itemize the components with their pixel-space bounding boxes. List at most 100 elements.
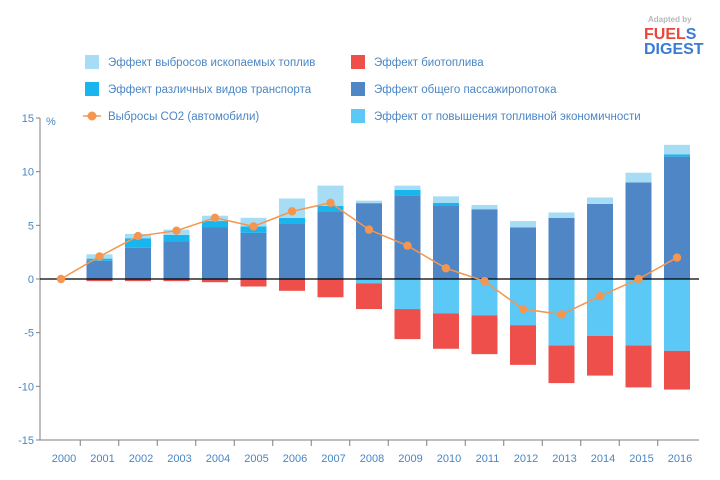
y-tick-label: 5 <box>28 220 34 232</box>
legend-swatch <box>85 82 99 96</box>
x-tick-label: 2001 <box>90 453 114 465</box>
x-tick-label: 2006 <box>283 453 307 465</box>
bar-biofuel <box>202 279 228 283</box>
bar-biofuel <box>625 345 652 388</box>
x-tick-label: 2014 <box>591 453 615 465</box>
co2-point <box>326 198 335 207</box>
bar-passenger <box>240 232 267 279</box>
x-tick-label: 2007 <box>321 453 345 465</box>
bar-transport <box>202 221 228 228</box>
co2-point <box>557 310 566 319</box>
bar-biofuel <box>548 345 575 384</box>
bar-transport <box>317 206 344 212</box>
co2-line-group <box>56 198 682 319</box>
x-tick-label: 2009 <box>398 453 422 465</box>
bar-biofuel <box>317 279 344 298</box>
bar-passenger <box>356 203 382 279</box>
co2-point <box>287 207 297 216</box>
co2-point <box>172 226 181 235</box>
chart-axes: 15 10 5 0 -5 -10 -15% 2000 2001 2002 2003 2004 2005 2… <box>18 113 699 465</box>
bar-transport <box>356 202 382 204</box>
legend-swatch <box>351 55 365 69</box>
x-tick-label: 2016 <box>668 453 692 465</box>
co2-point <box>56 274 66 284</box>
bar-transport <box>279 217 305 224</box>
legend-label: Эффект выбросов ископаемых топлив <box>108 57 315 69</box>
bar-biofuel <box>279 279 305 291</box>
bar-transport <box>125 238 151 248</box>
bar-passenger <box>625 182 652 279</box>
y-tick-label: 15 <box>22 113 34 125</box>
legend-swatch <box>85 55 99 69</box>
logo-fuels-text: FUELS <box>644 26 697 43</box>
bar-biofuel <box>471 315 498 355</box>
x-tick-label: 2005 <box>244 453 268 465</box>
logo-s-part: S <box>686 26 697 43</box>
legend-label: Эффект различных видов транспорта <box>108 84 312 96</box>
bar-passenger <box>394 195 421 279</box>
legend-label: Эффект биотоплива <box>374 57 484 69</box>
x-tick-label: 2002 <box>129 453 153 465</box>
y-tick-label: -15 <box>18 435 34 447</box>
bar-passenger <box>125 247 151 279</box>
co2-point <box>672 253 682 262</box>
x-tick-label: 2011 <box>476 453 500 465</box>
bar-efficiency <box>433 279 459 314</box>
co2-point <box>634 274 643 284</box>
bar-efficiency <box>356 279 382 284</box>
legend-swatch <box>351 109 365 123</box>
co2-point <box>518 304 528 314</box>
bar-passenger <box>587 203 613 279</box>
bar-transport <box>664 154 690 157</box>
legend-label: Выбросы CO2 (автомобили) <box>108 111 259 123</box>
bar-fossil <box>471 204 498 210</box>
x-tick-label: 2012 <box>514 453 538 465</box>
co2-point <box>403 241 412 250</box>
bar-passenger <box>202 227 228 279</box>
bar-biofuel <box>240 279 267 287</box>
bar-biofuel <box>510 325 536 365</box>
bar-efficiency <box>625 279 652 346</box>
bar-passenger <box>279 223 305 279</box>
bar-biofuel <box>86 279 113 282</box>
co2-point <box>249 222 258 231</box>
bar-fossil <box>548 212 575 218</box>
bar-biofuel <box>587 335 613 376</box>
x-tick-label: 2008 <box>360 453 384 465</box>
bar-biofuel <box>163 279 190 282</box>
x-tick-label: 2003 <box>167 453 191 465</box>
co2-point <box>441 264 451 273</box>
bar-fossil <box>317 185 344 207</box>
x-tick-label: 2004 <box>206 453 230 465</box>
bar-transport <box>163 234 190 242</box>
co2-point <box>95 252 104 261</box>
bar-fossil <box>625 172 652 183</box>
fuels-digest-logo: Adapted by FUELS DIGEST <box>644 15 704 58</box>
bar-fossil <box>587 197 613 204</box>
co2-point <box>210 213 220 223</box>
bar-fossil <box>394 185 421 190</box>
bar-fossil <box>510 221 536 228</box>
bar-passenger <box>548 217 575 279</box>
y-tick-label: -5 <box>24 328 34 340</box>
legend-label: Эффект от повышения топливной экономично… <box>374 111 641 123</box>
bar-passenger <box>317 211 344 279</box>
bar-fossil <box>240 217 267 227</box>
co2-point <box>480 276 489 286</box>
bar-efficiency <box>587 279 613 336</box>
bar-biofuel <box>125 279 151 282</box>
bar-passenger <box>510 227 536 279</box>
y-axis-unit-label: % <box>46 116 56 128</box>
y-tick-label: 10 <box>22 167 34 179</box>
chart-legend: Эффект выбросов ископаемых топлив Эффект … <box>83 55 641 123</box>
bar-biofuel <box>394 309 421 340</box>
bar-fossil <box>433 196 459 203</box>
y-tick-label: 0 <box>28 274 34 286</box>
bar-passenger <box>471 209 498 279</box>
x-tick-label: 2010 <box>437 453 461 465</box>
bar-biofuel <box>356 283 382 310</box>
co2-point <box>133 231 143 241</box>
co2-point <box>595 291 605 301</box>
bar-biofuel <box>664 350 690 390</box>
